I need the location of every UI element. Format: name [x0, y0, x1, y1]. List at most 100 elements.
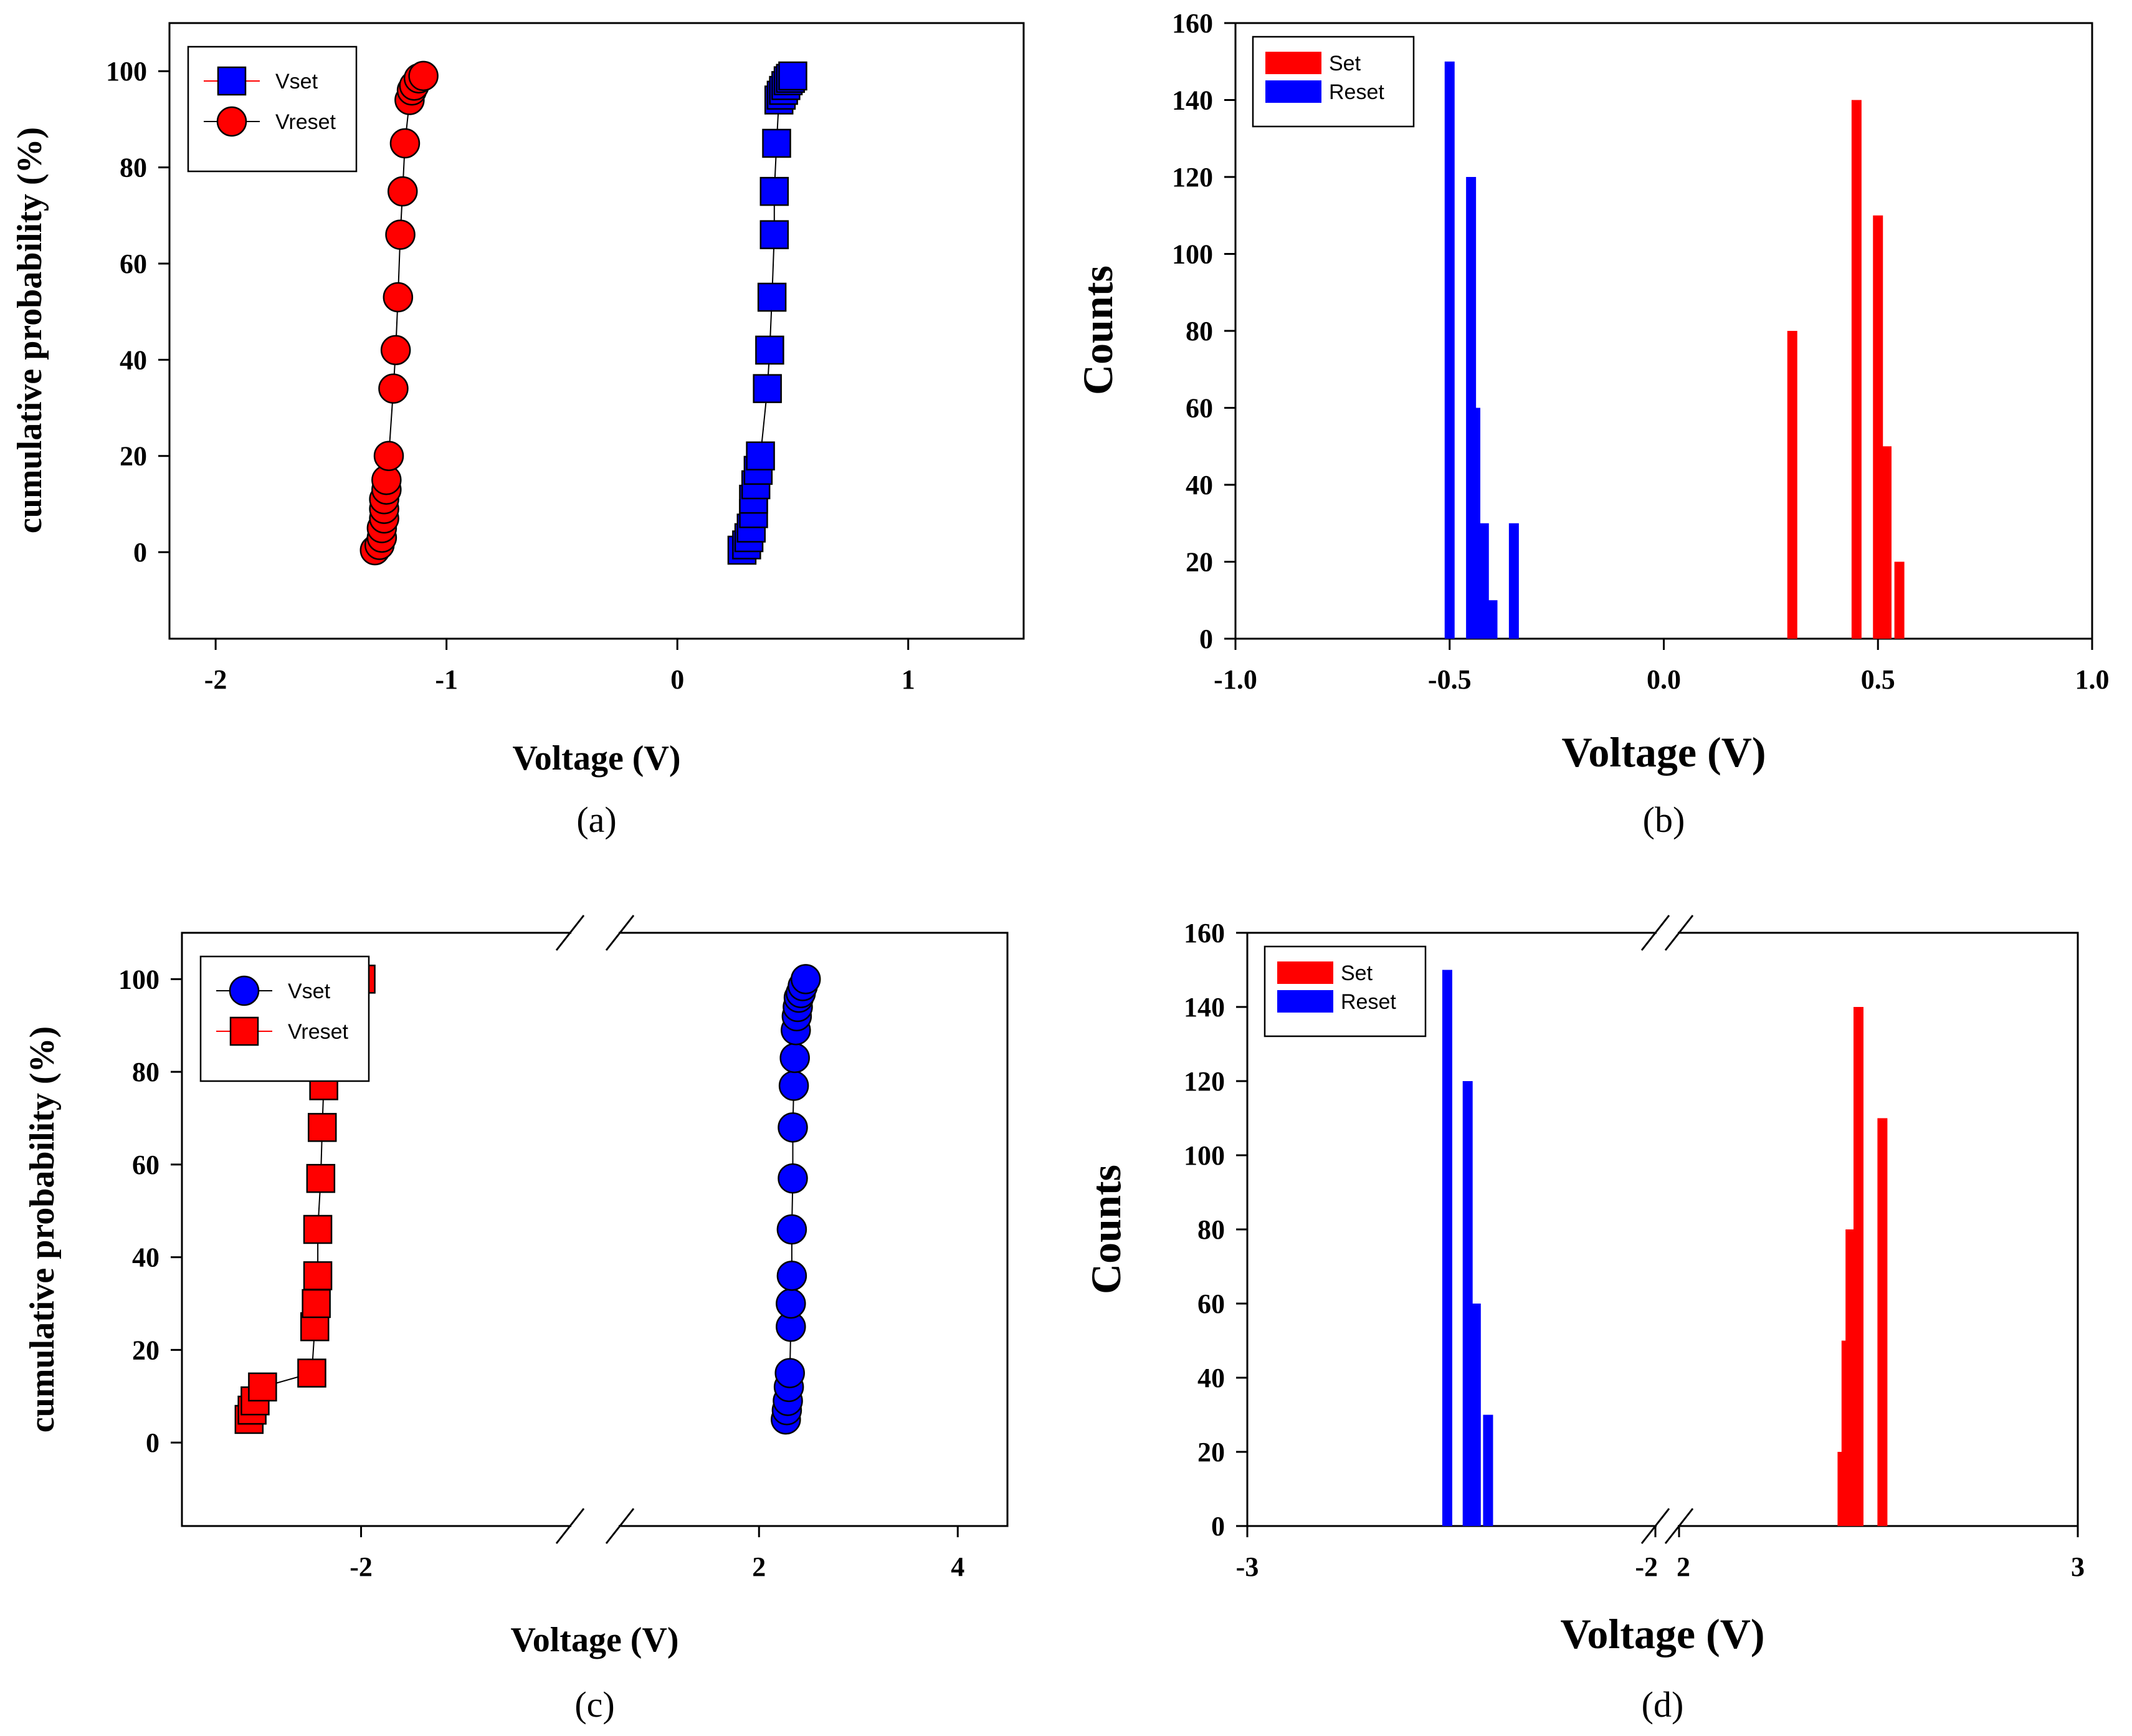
- data-point: [762, 128, 791, 158]
- series-reset: [1444, 61, 1519, 639]
- legend: Vset Vreset: [199, 955, 370, 1082]
- x-tick-label: -2: [204, 664, 227, 695]
- bar: [1894, 561, 1905, 639]
- y-tick-label: 100: [118, 964, 159, 994]
- legend-label: Vreset: [275, 110, 336, 134]
- legend-marker: [217, 66, 247, 96]
- y-tick-label: 0: [1199, 624, 1213, 654]
- x-axis-label: Voltage (V): [510, 1621, 678, 1659]
- y-tick-label: 80: [1197, 1214, 1225, 1245]
- axis-break-mark: [1664, 915, 1694, 951]
- y-tick-label: 160: [1184, 918, 1225, 948]
- y-tick-label: 40: [132, 1242, 159, 1273]
- x-tick-label: 2: [752, 1552, 766, 1582]
- data-point: [790, 964, 821, 994]
- y-tick-label: 60: [120, 249, 147, 279]
- data-point: [383, 282, 414, 313]
- axis-break-gap: [571, 929, 619, 937]
- x-tick-label: 0: [670, 664, 684, 695]
- legend-box: [187, 45, 358, 173]
- x-axis-label: Voltage (V): [1561, 1610, 1765, 1657]
- data-point: [753, 374, 782, 403]
- y-axis-label: Counts: [1082, 1165, 1130, 1294]
- data-point: [408, 60, 439, 92]
- bar: [1508, 523, 1519, 639]
- axis-break-gap: [1657, 929, 1678, 937]
- x-tick-label: -2: [1635, 1552, 1658, 1582]
- bar: [1845, 1229, 1856, 1526]
- bar: [1442, 970, 1452, 1526]
- y-tick-label: 20: [132, 1335, 159, 1365]
- legend-swatch: [1277, 961, 1333, 984]
- bar: [1873, 215, 1883, 639]
- y-tick-label: 100: [1184, 1140, 1225, 1171]
- data-point: [387, 176, 418, 207]
- data-point: [380, 335, 411, 366]
- legend-swatch: [1277, 990, 1333, 1013]
- series-set: [1837, 1007, 1888, 1526]
- bar: [1851, 100, 1862, 639]
- data-point: [755, 335, 784, 365]
- x-tick-label: -2: [350, 1552, 373, 1582]
- bar: [1787, 331, 1797, 639]
- legend: Set Reset: [1252, 36, 1415, 128]
- legend-box: [199, 955, 370, 1082]
- y-tick-label: 0: [133, 537, 147, 568]
- data-point: [307, 1113, 337, 1142]
- y-tick-label: 0: [1211, 1511, 1225, 1542]
- y-tick-label: 100: [1172, 239, 1213, 270]
- legend-marker: [229, 975, 260, 1006]
- y-tick-label: 60: [1186, 393, 1213, 424]
- axis-break-gap: [1657, 1522, 1678, 1530]
- bar: [1877, 1118, 1888, 1526]
- data-point: [306, 1163, 336, 1193]
- panel-label: (d): [1642, 1684, 1684, 1725]
- x-tick-label: 1: [902, 664, 915, 695]
- bar: [1462, 1081, 1473, 1526]
- data-point: [778, 61, 807, 91]
- x-tick-label: 4: [951, 1552, 964, 1582]
- bar: [1483, 1414, 1493, 1526]
- data-point: [385, 219, 416, 250]
- legend: Set Reset: [1263, 945, 1427, 1037]
- x-tick-label: 0.5: [1861, 664, 1895, 695]
- legend-marker: [229, 1016, 259, 1046]
- series-vreset: [359, 60, 439, 566]
- series-set: [1787, 100, 1905, 639]
- series-vset: [771, 964, 821, 1435]
- legend-marker: [216, 106, 247, 137]
- legend-label: Set: [1329, 52, 1361, 75]
- y-tick-label: 20: [1186, 547, 1213, 578]
- chart-panel-d: 0 20 40 60 80 100 120 140 160 -3 -2 2 3 Voltage (V) Co…: [1082, 915, 2085, 1725]
- x-tick-label: -0.5: [1428, 664, 1472, 695]
- axis-break-mark: [605, 915, 635, 951]
- y-tick-label: 40: [1197, 1363, 1225, 1393]
- data-point: [774, 1358, 805, 1388]
- y-tick-label: 80: [1186, 316, 1213, 346]
- data-point: [759, 220, 789, 249]
- chart-panel-b: 0 20 40 60 80 100 120 140 160 -1.0 -0.5 0.0 0.5 1.0 Vo…: [1074, 8, 2110, 840]
- panel-label: (c): [574, 1684, 614, 1725]
- chart-panel-a: 0 20 40 60 80 100 -2 -1 0 1 Voltage (V) cumulative …: [11, 22, 1025, 840]
- y-tick-label: 100: [106, 56, 147, 87]
- y-tick-label: 40: [120, 345, 147, 375]
- x-tick-label: 0.0: [1647, 664, 1681, 695]
- y-tick-label: 60: [132, 1150, 159, 1180]
- axis-break-mark: [1640, 915, 1670, 951]
- y-tick-label: 140: [1184, 992, 1225, 1023]
- data-point: [776, 1288, 806, 1319]
- bar: [1478, 523, 1489, 639]
- data-point: [757, 282, 787, 312]
- y-tick-label: 20: [1197, 1437, 1225, 1467]
- legend-label: Set: [1341, 961, 1373, 985]
- y-tick-label: 140: [1172, 85, 1213, 116]
- data-point: [778, 1112, 808, 1143]
- data-point: [373, 441, 404, 471]
- data-point: [776, 1214, 807, 1245]
- data-point: [302, 1289, 331, 1319]
- data-point: [778, 1071, 809, 1101]
- chart-panel-c: 0 20 40 60 80 100 -2 2 4 Voltage (V) cumulative pr…: [23, 915, 1009, 1725]
- y-tick-label: 40: [1186, 470, 1213, 500]
- legend-label: Vset: [275, 70, 318, 93]
